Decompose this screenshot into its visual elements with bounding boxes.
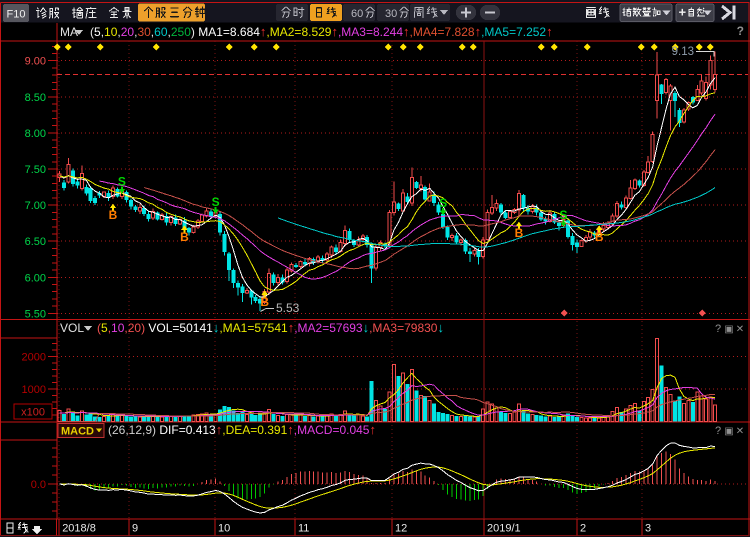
svg-text:1000: 1000 bbox=[22, 384, 46, 396]
svg-text:MA: MA bbox=[60, 25, 78, 39]
svg-text:B: B bbox=[109, 208, 118, 222]
svg-text:9.13: 9.13 bbox=[672, 46, 694, 58]
svg-text:S: S bbox=[212, 195, 220, 209]
svg-text:5.50: 5.50 bbox=[25, 308, 46, 320]
svg-text:(5,10,20) VOL=50141↓,MA1=57541: (5,10,20) VOL=50141↓,MA1=57541↑,MA2=5769… bbox=[97, 320, 444, 335]
svg-text:+: + bbox=[679, 5, 687, 20]
svg-text:12: 12 bbox=[395, 523, 407, 535]
svg-text:10: 10 bbox=[218, 523, 230, 535]
svg-text:(5,10,20,30,60,250) MA1=8.684↑: (5,10,20,30,60,250) MA1=8.684↑,MA2=8.529… bbox=[90, 24, 553, 39]
svg-text:2: 2 bbox=[580, 523, 586, 535]
svg-text:11: 11 bbox=[298, 523, 309, 535]
svg-text:✕: ✕ bbox=[736, 324, 744, 335]
svg-text:7.50: 7.50 bbox=[25, 164, 46, 176]
svg-text:▣: ▣ bbox=[724, 426, 733, 437]
svg-text:5.53: 5.53 bbox=[276, 301, 300, 315]
svg-text:2019/1: 2019/1 bbox=[487, 523, 521, 535]
svg-text:MACD: MACD bbox=[61, 426, 94, 438]
svg-text:✕: ✕ bbox=[736, 426, 744, 437]
svg-text:3: 3 bbox=[645, 523, 651, 535]
svg-text:6.00: 6.00 bbox=[25, 272, 46, 284]
svg-text:8.00: 8.00 bbox=[25, 128, 46, 140]
svg-text:?: ? bbox=[715, 323, 721, 335]
svg-text:7.00: 7.00 bbox=[25, 200, 46, 212]
svg-text:(26,12,9) DIF=0.413↑,DEA=0.39: (26,12,9) DIF=0.413↑,DEA=0.391↑,MACD=0.0… bbox=[108, 422, 376, 437]
svg-text:2000: 2000 bbox=[22, 352, 46, 364]
svg-text:9.00: 9.00 bbox=[25, 56, 46, 68]
svg-text:0.0: 0.0 bbox=[31, 479, 46, 491]
svg-text:S: S bbox=[439, 196, 447, 210]
svg-text:x100: x100 bbox=[21, 407, 45, 419]
svg-text:2018/8: 2018/8 bbox=[62, 523, 96, 535]
svg-text:B: B bbox=[180, 230, 189, 244]
svg-text:30: 30 bbox=[385, 8, 397, 20]
svg-text:?: ? bbox=[715, 425, 721, 437]
svg-text:S: S bbox=[118, 175, 126, 189]
svg-text:S: S bbox=[559, 208, 567, 222]
svg-text:B: B bbox=[260, 295, 269, 309]
svg-text:B: B bbox=[515, 226, 524, 240]
svg-text:F10: F10 bbox=[7, 9, 26, 21]
svg-text:8.50: 8.50 bbox=[25, 92, 46, 104]
svg-text:9: 9 bbox=[132, 523, 138, 535]
svg-text:6.50: 6.50 bbox=[25, 236, 46, 248]
svg-text:60: 60 bbox=[351, 8, 363, 20]
svg-text:?: ? bbox=[737, 24, 744, 38]
svg-text:VOL: VOL bbox=[60, 321, 84, 335]
svg-text:▣: ▣ bbox=[724, 324, 733, 335]
svg-text:B: B bbox=[595, 230, 604, 244]
